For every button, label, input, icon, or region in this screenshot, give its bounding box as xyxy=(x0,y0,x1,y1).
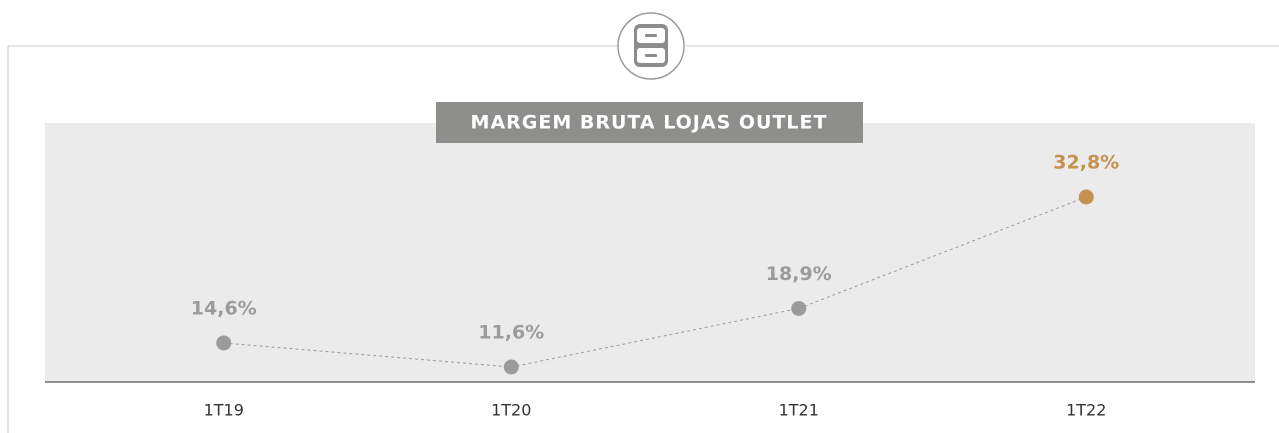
plot-area xyxy=(45,123,1255,382)
title-box xyxy=(436,102,863,143)
value-label: 32,8% xyxy=(1053,152,1119,174)
point xyxy=(791,300,807,316)
icon xyxy=(617,12,685,80)
value-label: 11,6% xyxy=(478,322,544,344)
line xyxy=(223,196,1087,368)
x-tick-label: 1T22 xyxy=(1066,401,1106,420)
x-tick-label: 1T21 xyxy=(779,401,819,420)
x-tick-label: 1T19 xyxy=(204,401,244,420)
value-label: 18,9% xyxy=(766,263,832,285)
x-tick-label: 1T20 xyxy=(491,401,531,420)
point xyxy=(216,335,232,351)
point xyxy=(503,359,519,375)
value-label: 14,6% xyxy=(191,297,257,319)
chart-title: MARGEM BRUTA LOJAS OUTLET xyxy=(471,112,828,134)
point xyxy=(1078,189,1094,205)
